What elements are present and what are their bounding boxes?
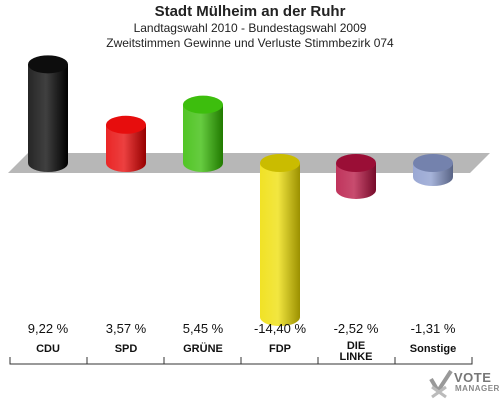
title-block: Stadt Mülheim an der Ruhr Landtagswahl 2…	[0, 3, 500, 51]
logo-text-manager: MANAGER	[455, 384, 500, 393]
value-label: -2,52 %	[334, 321, 379, 336]
value-label: -14,40 %	[254, 321, 306, 336]
category-label: FDP	[269, 343, 291, 355]
bar-cdu	[28, 55, 68, 172]
value-label: 9,22 %	[28, 321, 69, 336]
category-label: DIE LINKE	[340, 340, 373, 363]
bar-spd	[106, 115, 146, 172]
chart-title: Stadt Mülheim an der Ruhr	[154, 3, 346, 20]
checkmark-x-icon	[429, 369, 453, 399]
bar-die-linke	[336, 154, 376, 199]
value-label: 3,57 %	[106, 321, 147, 336]
bar-grüne	[183, 95, 223, 172]
value-label: 5,45 %	[183, 321, 224, 336]
category-axis	[9, 357, 473, 365]
value-label: -1,31 %	[411, 321, 456, 336]
logo-text-vote: VOTE	[454, 370, 492, 385]
category-label: Sonstige	[410, 343, 456, 355]
category-label: CDU	[36, 343, 60, 355]
category-label: GRÜNE	[183, 342, 223, 355]
chart-subtitle-2: Zweitstimmen Gewinne und Verluste Stimmb…	[106, 36, 394, 50]
vote-manager-logo: VOTE MANAGER	[428, 368, 500, 400]
bar-fdp	[260, 154, 300, 327]
chart-subtitle-1: Landtagswahl 2010 - Bundestagswahl 2009	[133, 21, 367, 35]
bar-sonstige	[413, 154, 453, 187]
category-label: SPD	[115, 343, 138, 355]
